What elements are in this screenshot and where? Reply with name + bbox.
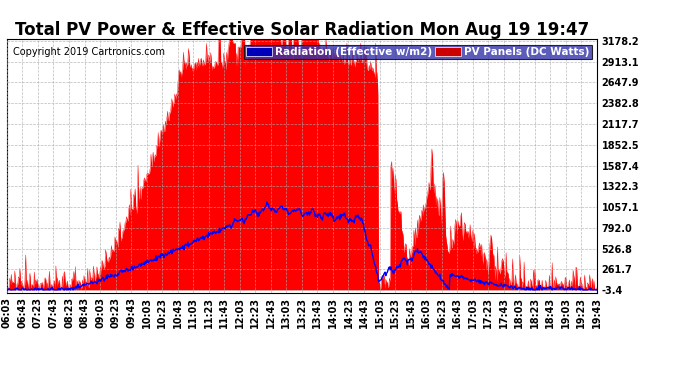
- Text: Copyright 2019 Cartronics.com: Copyright 2019 Cartronics.com: [13, 47, 165, 57]
- Legend: Radiation (Effective w/m2), PV Panels (DC Watts): Radiation (Effective w/m2), PV Panels (D…: [244, 45, 591, 59]
- Title: Total PV Power & Effective Solar Radiation Mon Aug 19 19:47: Total PV Power & Effective Solar Radiati…: [14, 21, 589, 39]
